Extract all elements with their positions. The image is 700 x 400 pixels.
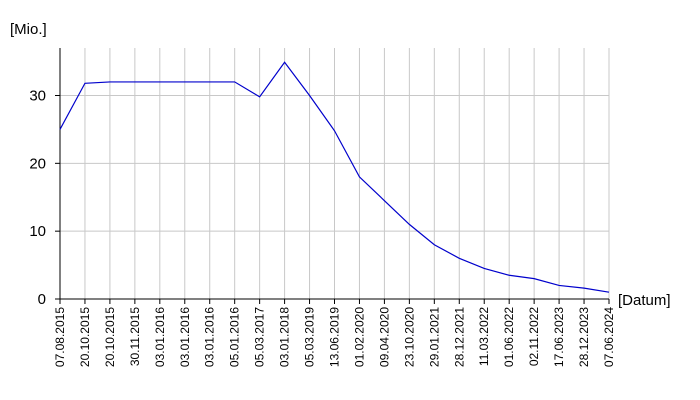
x-tick-label: 20.10.2015 <box>103 307 117 367</box>
x-tick-label: 01.06.2022 <box>502 307 516 367</box>
x-tick-label: 03.01.2016 <box>203 307 217 367</box>
x-tick-label: 29.01.2021 <box>427 307 441 367</box>
x-axis-label: [Datum] <box>618 292 671 309</box>
x-tick-label: 23.10.2020 <box>402 307 416 367</box>
x-tick-label: 11.03.2022 <box>477 307 491 366</box>
x-tick-label: 17.06.2023 <box>552 307 566 367</box>
x-tick-label: 09.04.2020 <box>377 307 391 367</box>
x-tick-label: 05.03.2017 <box>253 307 267 367</box>
x-tick-label: 02.11.2022 <box>527 307 541 366</box>
x-tick-label: 13.06.2019 <box>328 307 342 367</box>
x-tick-label: 05.03.2019 <box>303 307 317 367</box>
x-tick-label: 05.01.2016 <box>228 307 242 367</box>
y-axis-label: [Mio.] <box>10 21 47 38</box>
x-tick-label: 03.01.2016 <box>153 307 167 367</box>
y-tick-label: 10 <box>29 223 46 240</box>
x-tick-label: 03.01.2018 <box>278 307 292 367</box>
data-line <box>59 61 610 293</box>
x-tick-label: 07.06.2024 <box>602 307 616 367</box>
x-tick-label: 01.02.2020 <box>352 307 366 367</box>
x-tick-label: 20.10.2015 <box>78 307 92 367</box>
y-tick-label: 0 <box>38 291 46 308</box>
x-tick-label: 07.08.2015 <box>53 307 67 367</box>
y-tick-label: 30 <box>29 87 46 104</box>
x-tick-label: 30.11.2015 <box>128 307 142 366</box>
x-tick-label: 28.12.2021 <box>452 307 466 367</box>
x-tick-label: 03.01.2016 <box>178 307 192 367</box>
y-tick-label: 20 <box>29 155 46 172</box>
x-tick-label: 28.12.2023 <box>577 307 591 367</box>
